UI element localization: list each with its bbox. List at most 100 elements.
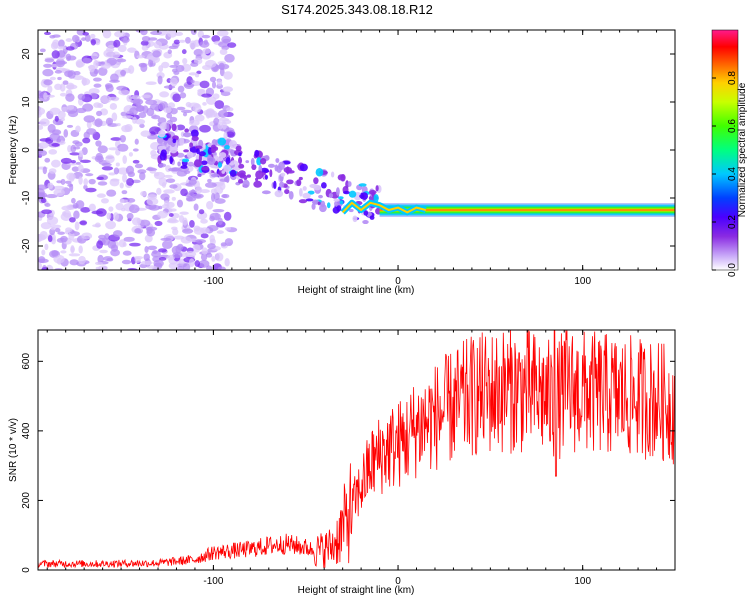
noise-blob (47, 123, 56, 133)
noise-blob (173, 60, 180, 66)
tone-blob (157, 145, 167, 150)
noise-blob (121, 125, 131, 133)
noise-blob (223, 211, 232, 221)
noise-blob (51, 159, 61, 168)
noise-blob (66, 124, 74, 128)
tone-blob (299, 163, 308, 172)
noise-blob (117, 44, 127, 53)
tone-blob (312, 200, 318, 205)
tone-blob (268, 163, 275, 168)
noise-blob (187, 161, 194, 167)
noise-blob (65, 46, 75, 51)
tone-blob (328, 193, 334, 199)
noise-blob (156, 187, 162, 195)
noise-blob (68, 253, 81, 257)
noise-blob (198, 209, 205, 215)
tone-blob (239, 172, 245, 179)
tone-blob (245, 160, 250, 164)
noise-blob (145, 99, 158, 105)
noise-blob (141, 45, 149, 51)
colorbar-gradient (711, 29, 739, 271)
noise-blob (121, 259, 132, 265)
noise-blob (65, 227, 73, 233)
noise-blob (57, 76, 62, 81)
noise-blob (93, 83, 102, 88)
noise-blob (48, 168, 57, 174)
noise-blob (213, 117, 220, 126)
noise-blob (175, 64, 185, 73)
y-tick-label: 600 (21, 353, 32, 370)
noise-blob (173, 39, 181, 45)
noise-blob (49, 107, 61, 115)
tone-blob (196, 148, 200, 155)
noise-blob (91, 210, 104, 215)
snr-ylabel: SNR (10 * v/v) (8, 418, 19, 482)
tone-blob (177, 161, 181, 167)
tone-blob (362, 220, 369, 225)
tone-blob (263, 169, 270, 173)
noise-blob (205, 110, 211, 119)
tone-blob (225, 175, 230, 183)
noise-blob (47, 182, 54, 190)
noise-blob (185, 101, 192, 108)
tone-blob (166, 122, 170, 132)
tone-blob (288, 191, 294, 200)
noise-blob (201, 34, 211, 39)
tone-blob (169, 155, 173, 165)
noise-blob (97, 181, 108, 186)
noise-blob (176, 106, 186, 111)
noise-blob (190, 62, 199, 67)
noise-blob (75, 61, 84, 68)
noise-blob (83, 184, 88, 190)
colorbar-ticks: 0.0 0.2 0.4 0.6 0.8 (712, 71, 738, 277)
noise-blob (141, 94, 152, 99)
noise-blob (94, 118, 103, 128)
noise-blob (143, 253, 150, 261)
noise-blob (50, 227, 56, 231)
noise-blob (113, 230, 123, 238)
tone-blob (284, 189, 290, 195)
noise-blob (60, 178, 66, 185)
tone-blob (225, 156, 231, 166)
noise-blob (95, 266, 101, 270)
noise-blob (86, 120, 92, 129)
noise-blob (196, 211, 208, 220)
noise-blob (189, 40, 197, 50)
noise-blob (134, 228, 142, 234)
noise-blob (149, 126, 161, 135)
tone-blob (210, 173, 220, 178)
noise-blob (176, 199, 184, 208)
noise-blob (153, 259, 164, 268)
chart-title: S174.2025.343.08.18.R12 (281, 2, 433, 17)
tone-blob (221, 170, 225, 174)
noise-blob (60, 250, 67, 254)
noise-blob (85, 187, 97, 193)
noise-blob (119, 134, 127, 143)
noise-blob (224, 258, 230, 267)
noise-blob (171, 196, 176, 201)
noise-blob (88, 64, 95, 73)
noise-blob (47, 234, 53, 243)
noise-blob (92, 224, 101, 228)
noise-blob (217, 217, 223, 225)
noise-blob (39, 138, 52, 142)
colorbar-tick-label: 0.0 (727, 263, 738, 277)
tone-blob (335, 187, 340, 196)
tone-blob (238, 163, 245, 169)
noise-blob (161, 61, 170, 69)
noise-blob (83, 178, 89, 186)
noise-blob (95, 261, 103, 266)
tone-blob (348, 208, 354, 213)
noise-blob (71, 166, 80, 172)
noise-blob (188, 119, 200, 126)
noise-blob (147, 245, 158, 251)
tone-blob (180, 165, 188, 169)
noise-blob (51, 50, 60, 59)
noise-blob (196, 70, 202, 75)
noise-blob (144, 234, 153, 243)
noise-blob (168, 212, 174, 217)
tone-blob (375, 185, 379, 192)
noise-blob (121, 190, 128, 195)
noise-blob (55, 60, 68, 65)
tone-blob (255, 177, 259, 182)
